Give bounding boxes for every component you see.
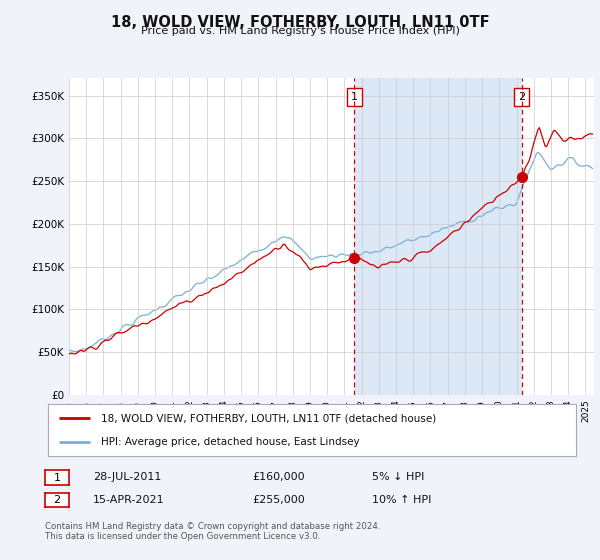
Text: 15-APR-2021: 15-APR-2021 bbox=[93, 494, 164, 505]
Text: 2: 2 bbox=[518, 92, 525, 102]
Text: 2: 2 bbox=[53, 495, 61, 505]
Text: 1: 1 bbox=[53, 473, 61, 483]
Text: £255,000: £255,000 bbox=[252, 494, 305, 505]
Text: 1: 1 bbox=[351, 92, 358, 102]
Text: £160,000: £160,000 bbox=[252, 472, 305, 482]
Text: Contains HM Land Registry data © Crown copyright and database right 2024.
This d: Contains HM Land Registry data © Crown c… bbox=[45, 522, 380, 542]
Text: 5% ↓ HPI: 5% ↓ HPI bbox=[372, 472, 424, 482]
Text: HPI: Average price, detached house, East Lindsey: HPI: Average price, detached house, East… bbox=[101, 437, 359, 447]
Text: 18, WOLD VIEW, FOTHERBY, LOUTH, LN11 0TF (detached house): 18, WOLD VIEW, FOTHERBY, LOUTH, LN11 0TF… bbox=[101, 413, 436, 423]
Bar bbox=[354, 78, 521, 395]
Text: 28-JUL-2011: 28-JUL-2011 bbox=[93, 472, 161, 482]
Text: Price paid vs. HM Land Registry's House Price Index (HPI): Price paid vs. HM Land Registry's House … bbox=[140, 26, 460, 36]
Text: 18, WOLD VIEW, FOTHERBY, LOUTH, LN11 0TF: 18, WOLD VIEW, FOTHERBY, LOUTH, LN11 0TF bbox=[110, 15, 490, 30]
Text: 10% ↑ HPI: 10% ↑ HPI bbox=[372, 494, 431, 505]
